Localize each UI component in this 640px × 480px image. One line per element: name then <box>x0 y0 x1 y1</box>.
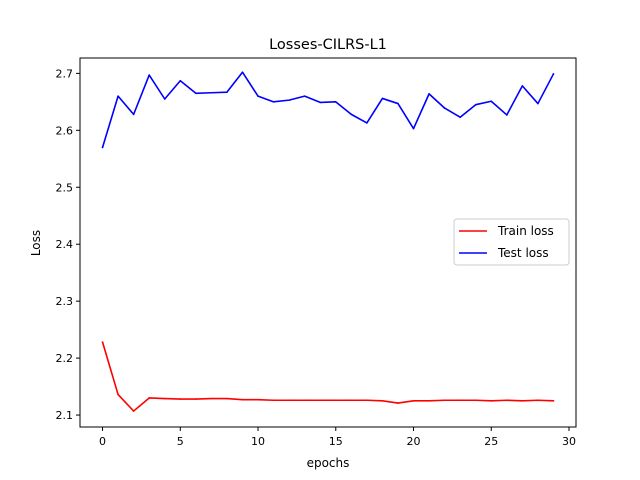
train-loss-point <box>303 399 306 402</box>
train-loss-point <box>459 399 461 402</box>
train-loss-point <box>443 399 446 402</box>
x-tick-label: 30 <box>562 435 576 448</box>
x-tick-label: 15 <box>329 435 343 448</box>
x-tick-label: 25 <box>484 435 498 448</box>
test-loss-point <box>272 101 275 103</box>
test-loss-point <box>506 114 508 116</box>
train-loss-point <box>288 399 290 402</box>
y-tick-label: 2.6 <box>56 124 74 137</box>
test-loss-point <box>552 73 555 75</box>
train-loss-point <box>506 399 508 402</box>
x-tick-label: 10 <box>251 435 265 448</box>
x-tick-label: 5 <box>177 435 184 448</box>
train-loss-point <box>521 400 524 402</box>
chart-title: Losses-CILRS-L1 <box>269 37 387 53</box>
test-loss-point <box>303 95 306 97</box>
test-loss-point <box>163 98 166 100</box>
test-loss-point <box>257 95 259 97</box>
test-loss-point <box>397 102 399 105</box>
y-tick-label: 2.3 <box>56 295 74 308</box>
test-loss-point <box>148 74 150 76</box>
test-loss-point <box>366 122 368 124</box>
test-loss-point <box>474 103 477 106</box>
test-loss-point <box>459 116 461 119</box>
test-loss-point <box>226 91 228 93</box>
test-loss-point <box>241 71 244 74</box>
train-loss-point <box>210 397 213 400</box>
train-loss-point <box>334 399 337 402</box>
test-loss-point <box>101 146 104 149</box>
test-loss-point <box>117 95 119 97</box>
legend-label-train-loss: Train loss <box>497 224 554 238</box>
legend: Train loss Test loss <box>453 218 570 266</box>
test-loss-point <box>381 97 384 100</box>
train-loss-point <box>226 397 228 400</box>
train-loss-point <box>474 399 477 402</box>
train-loss-point <box>350 399 353 402</box>
train-loss-point <box>163 397 166 400</box>
test-loss-point <box>195 92 197 95</box>
test-loss-point <box>210 91 213 94</box>
test-loss-point <box>428 93 430 95</box>
y-tick-label: 2.4 <box>56 238 74 251</box>
train-loss-point <box>552 400 555 402</box>
train-loss-point <box>490 400 493 402</box>
test-loss-point <box>288 99 290 101</box>
train-loss-point <box>257 398 259 401</box>
x-axis-label: epochs <box>307 456 350 470</box>
train-loss-point <box>412 400 415 402</box>
train-loss-point <box>195 398 197 400</box>
test-loss-point <box>521 85 524 87</box>
y-tick-label: 2.2 <box>56 352 74 365</box>
x-axis: 0 5 10 15 20 25 30 <box>99 427 576 448</box>
train-loss-point <box>272 399 275 402</box>
train-loss-point <box>381 400 384 402</box>
test-loss-point <box>319 101 322 104</box>
test-loss-point <box>132 113 135 116</box>
plot-frame <box>79 57 577 428</box>
train-loss-point <box>428 400 430 402</box>
test-loss-line <box>101 71 555 149</box>
legend-label-test-loss: Test loss <box>497 246 549 260</box>
train-loss-point <box>179 398 182 400</box>
train-loss-point <box>148 397 150 399</box>
x-tick-label: 20 <box>407 435 421 448</box>
train-loss-point <box>319 399 322 402</box>
y-tick-label: 2.1 <box>56 409 74 422</box>
test-loss-point <box>537 102 539 105</box>
train-loss-line <box>101 341 555 412</box>
y-axis: 2.1 2.2 2.3 2.4 2.5 2.6 2.7 <box>56 67 80 422</box>
test-loss-point <box>490 100 493 103</box>
train-loss-point <box>101 341 104 343</box>
test-loss-point <box>334 101 337 103</box>
series-layer <box>101 71 555 412</box>
y-tick-label: 2.7 <box>56 67 74 80</box>
train-loss-point <box>241 398 244 401</box>
test-loss-point <box>412 127 415 130</box>
y-axis-label: Loss <box>29 230 43 256</box>
train-loss-point <box>397 402 399 404</box>
x-tick-label: 0 <box>99 435 106 448</box>
test-loss-point <box>443 107 446 109</box>
y-tick-label: 2.5 <box>56 181 74 194</box>
test-loss-point <box>350 113 353 116</box>
train-loss-point <box>537 399 539 402</box>
test-loss-point <box>179 79 182 82</box>
train-loss-point <box>117 393 119 396</box>
train-loss-point <box>132 410 135 412</box>
train-loss-point <box>366 399 368 402</box>
